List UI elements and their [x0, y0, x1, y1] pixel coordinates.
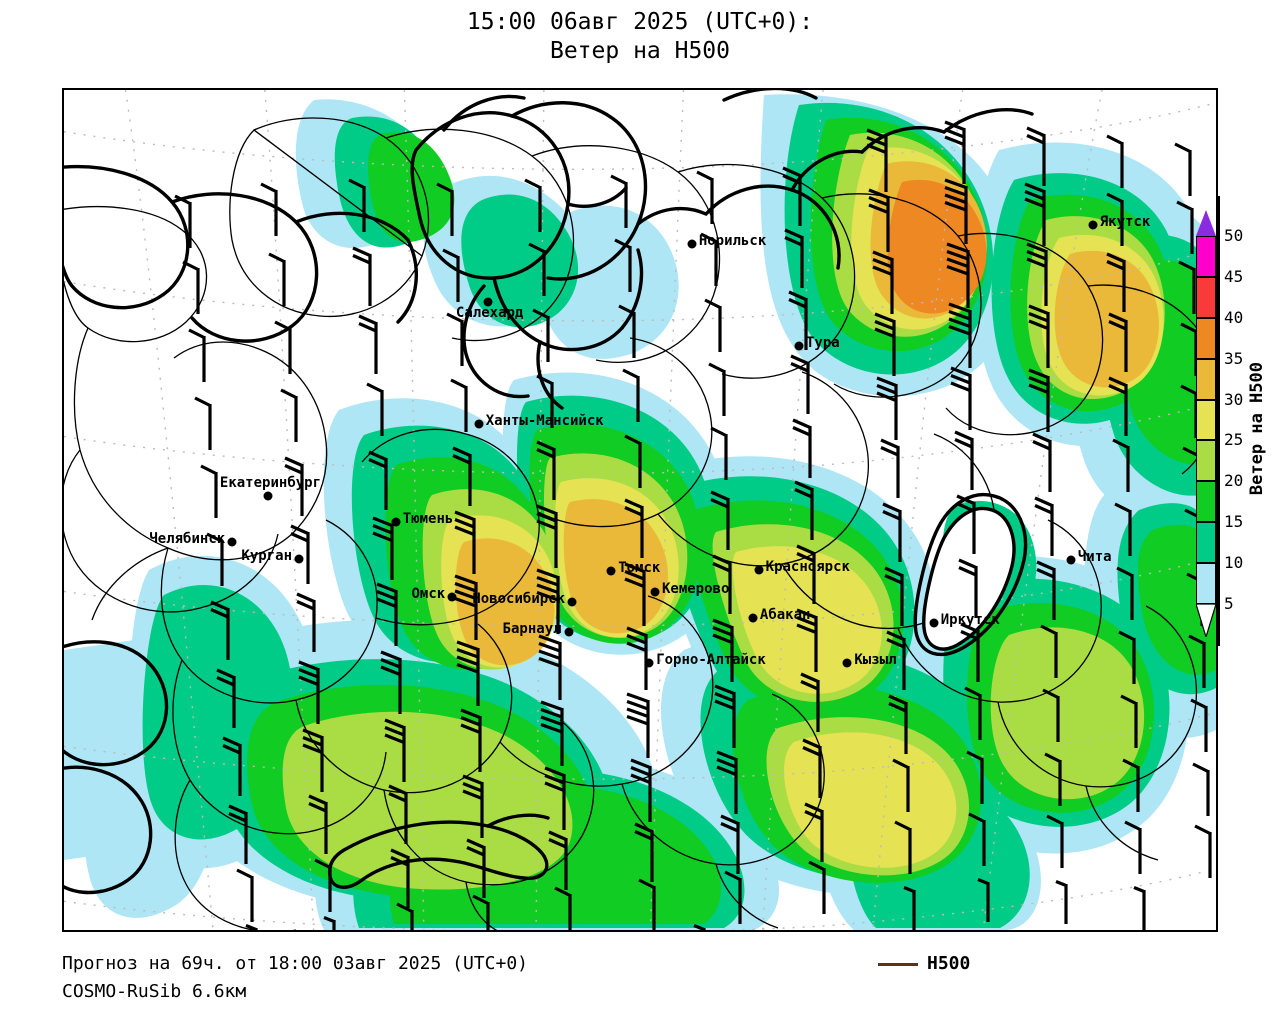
city-dot-icon: [263, 491, 273, 501]
city-dot-icon: [1066, 555, 1076, 565]
city-label: Барнаул: [502, 620, 562, 637]
colorbar-tick-label: 35: [1224, 348, 1244, 368]
colorbar-segment: [1196, 399, 1216, 441]
colorbar-tick-label: 15: [1224, 512, 1244, 532]
colorbar-tick-label: 40: [1224, 307, 1244, 327]
colorbar-cap-over: [1196, 210, 1216, 236]
admin-borders: [64, 117, 1216, 930]
city-dot-icon: [687, 239, 697, 249]
city-label: Горно-Алтайск: [656, 651, 766, 668]
page-title: 15:00 06авг 2025 (UTC+0): Ветер на H500: [0, 8, 1280, 66]
title-valid-time: 15:00 06авг 2025 (UTC+0):: [466, 9, 814, 35]
city-label: Иркутск: [940, 611, 1000, 628]
city-label: Екатеринбург: [219, 474, 322, 491]
city-label: Чита: [1077, 549, 1112, 566]
city-label: Ханты-Мансийск: [485, 413, 604, 430]
city-label: Челябинск: [149, 530, 226, 547]
contour-band-35-40: [887, 179, 987, 314]
city-label: Салехард: [455, 304, 524, 321]
city-label: Абакан: [759, 606, 811, 623]
colorbar-tick-label: 25: [1224, 430, 1244, 450]
city-dot-icon: [391, 517, 401, 527]
city-dot-icon: [650, 587, 660, 597]
colorbar-segment: [1196, 440, 1216, 482]
colorbar-segment: [1196, 358, 1216, 400]
city-label: Тура: [805, 335, 840, 352]
city-label: Курган: [241, 547, 292, 564]
city-dot-icon: [748, 613, 758, 623]
city-dot-icon: [567, 597, 577, 607]
city-dot-icon: [294, 554, 304, 564]
city-dot-icon: [474, 419, 484, 429]
city-dot-icon: [564, 627, 574, 637]
map-svg: [64, 90, 1216, 930]
colorbar: [1196, 210, 1216, 637]
map-canvas[interactable]: [64, 90, 1216, 930]
city-label: Омск: [411, 586, 446, 603]
city-dot-icon: [929, 618, 939, 628]
city-dot-icon: [842, 658, 852, 668]
city-dot-icon: [606, 566, 616, 576]
city-label: Томск: [618, 560, 661, 577]
colorbar-tick-label: 50: [1224, 226, 1244, 245]
colorbar-tick-label: 20: [1224, 471, 1244, 491]
forecast-info: Прогноз на 69ч. от 18:00 03авг 2025 (UTC…: [62, 953, 528, 974]
footer: Прогноз на 69ч. от 18:00 03авг 2025 (UTC…: [62, 950, 528, 1006]
colorbar-tick-label: 10: [1224, 553, 1244, 573]
legend-line-swatch: [878, 962, 918, 966]
colorbar-segment: [1196, 522, 1216, 564]
city-label: Красноярск: [765, 559, 850, 576]
city-dot-icon: [483, 297, 493, 307]
colorbar-tick-label: 5: [1224, 594, 1234, 613]
colorbar-axis: [1218, 196, 1220, 646]
colorbar-segment: [1196, 317, 1216, 359]
city-label: Новосибирск: [472, 590, 566, 607]
city-label: Кемерово: [661, 581, 730, 598]
colorbar-title: Ветер на H500: [1247, 362, 1267, 496]
model-info: COSMO-RuSib 6.6км: [62, 981, 247, 1002]
city-dot-icon: [447, 592, 457, 602]
colorbar-segment: [1196, 481, 1216, 523]
city-label: Якутск: [1099, 214, 1151, 231]
city-dot-icon: [644, 658, 654, 668]
city-dot-icon: [754, 565, 764, 575]
colorbar-segment: [1196, 276, 1216, 318]
city-dot-icon: [794, 341, 804, 351]
colorbar-segment: [1196, 236, 1216, 277]
title-variable: Ветер на H500: [549, 38, 730, 64]
legend: H500: [878, 955, 970, 973]
colorbar-cap-under: [1196, 604, 1216, 637]
city-label: Норильск: [698, 232, 767, 249]
colorbar-tick-label: 30: [1224, 389, 1244, 409]
city-dot-icon: [227, 537, 237, 547]
colorbar-tick-label: 45: [1224, 266, 1244, 286]
map-frame[interactable]: Норильск Салехард Тура Якутск Ханты-Мансийск…: [62, 88, 1218, 932]
colorbar-segment: [1196, 563, 1216, 604]
city-label: Кызыл: [854, 651, 897, 668]
legend-label: H500: [927, 953, 971, 974]
city-label: Тюмень: [402, 510, 454, 527]
city-dot-icon: [1088, 220, 1098, 230]
graticule: [64, 90, 1216, 930]
